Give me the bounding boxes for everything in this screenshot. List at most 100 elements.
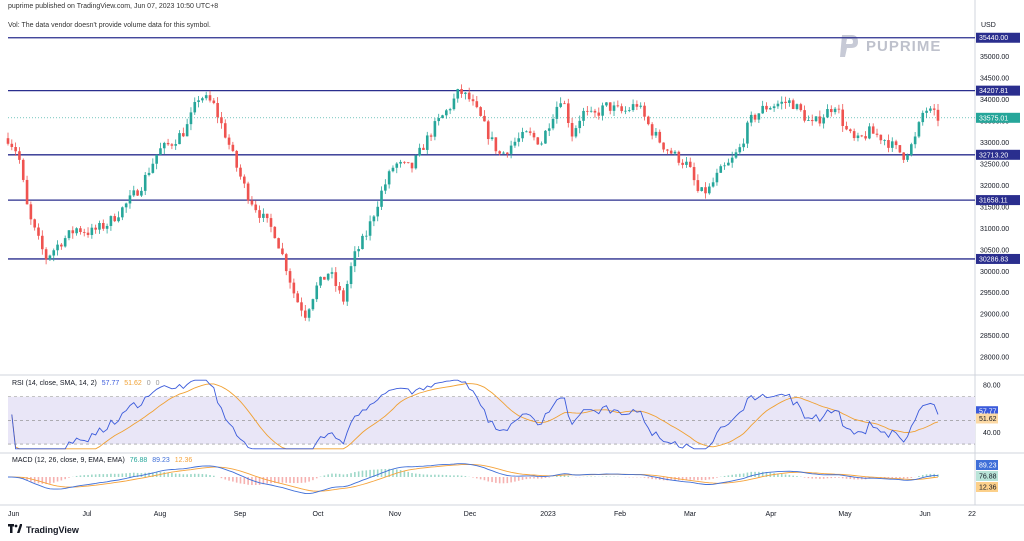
macd-value-tag (976, 460, 998, 470)
tradingview-footer[interactable]: TradingView (8, 524, 79, 535)
candle-body (124, 203, 128, 208)
candle-body (669, 150, 673, 154)
candle-body (791, 100, 795, 109)
candle-body (612, 105, 616, 111)
candle-body (910, 144, 913, 155)
candle-body (433, 121, 437, 137)
candle-body (929, 108, 932, 111)
candle-body (883, 140, 886, 141)
rsi-value-tag-label: 57.77 (979, 409, 997, 416)
candle-body (338, 286, 341, 291)
candle-body (738, 147, 742, 153)
candle-body (21, 159, 25, 180)
candle-body (395, 163, 399, 168)
candle-body (121, 207, 124, 218)
candle-body (467, 92, 471, 100)
level-tag-label: 35440.00 (979, 35, 1008, 42)
candle-body (486, 121, 490, 140)
candle-body (330, 272, 334, 274)
candle-body (284, 254, 288, 272)
candle-body (898, 145, 902, 153)
candle-body (871, 126, 875, 134)
candle-body (223, 123, 227, 138)
x-tick-label: 22 (968, 511, 976, 518)
candle-body (414, 155, 418, 169)
candle-body (48, 255, 52, 260)
candle-body (79, 228, 82, 233)
candle-body (208, 95, 212, 101)
candle-body (780, 101, 784, 104)
candle-body (788, 100, 791, 103)
candle-body (170, 144, 174, 146)
candle-body (250, 200, 254, 205)
candle-body (570, 122, 574, 137)
tradingview-logo-icon (8, 524, 23, 535)
macd-legend[interactable]: MACD (12, 26, close, 9, EMA, EMA) 76.88 … (12, 457, 195, 464)
candle-body (860, 135, 864, 137)
candle-body (719, 166, 723, 173)
candle-body (757, 113, 761, 120)
candle-body (620, 106, 623, 112)
candle-body (925, 110, 928, 113)
candle-body (353, 251, 357, 267)
publisher-header: puprime published on TradingView.com, Ju… (8, 3, 219, 10)
candle-body (917, 122, 921, 137)
candle-body (547, 128, 551, 131)
candle-body (41, 235, 44, 250)
candle-body (464, 92, 467, 94)
candle-body (887, 140, 890, 148)
candle-body (445, 110, 448, 116)
level-tag-label: 30286.83 (979, 256, 1008, 263)
candle-body (879, 134, 883, 141)
candle-body (303, 310, 307, 318)
candle-body (639, 105, 643, 107)
rsi-hidden-1: 0 (146, 380, 151, 387)
candle-body (113, 216, 117, 222)
rsi-value: 57.77 (101, 380, 120, 387)
candle-body (921, 112, 925, 123)
macd-value-tag-label: 89.23 (979, 463, 997, 470)
level-tag (976, 195, 1020, 206)
macd-value-tag (976, 482, 998, 492)
candle-body (90, 227, 94, 235)
candle-body (807, 120, 810, 121)
candle-body (589, 110, 593, 112)
candle-body (391, 167, 395, 172)
candle-body (315, 285, 319, 300)
candle-body (399, 161, 402, 164)
rsi-legend[interactable]: RSI (14, close, SMA, 14, 2) 57.77 51.62 … (12, 380, 163, 387)
candle-body (822, 117, 825, 124)
candle-body (509, 145, 513, 154)
candle-body (368, 221, 372, 236)
rsi-value-tag (976, 413, 998, 424)
candle-body (182, 133, 185, 137)
candle-body (67, 230, 71, 239)
macd-line-value: 89.23 (152, 457, 170, 464)
candle-body (448, 109, 452, 111)
candle-body (216, 103, 219, 118)
candle-body (376, 206, 380, 217)
candle-body (559, 103, 562, 107)
candle-body (277, 238, 280, 249)
y-tick-label: 34000.00 (980, 97, 1009, 104)
candle-body (566, 103, 570, 123)
candle-body (528, 131, 532, 133)
candle-body (544, 130, 547, 144)
y-tick-label: 29000.00 (980, 312, 1009, 319)
candle-body (178, 133, 181, 145)
candle-body (555, 106, 559, 119)
candle-body (685, 161, 688, 165)
candle-body (71, 230, 75, 234)
macd-signal-line (8, 463, 939, 492)
y-tick-label: 29500.00 (980, 290, 1009, 297)
candle-body (460, 89, 463, 94)
macd-value-tag-label: 12.36 (979, 485, 997, 492)
candle-body (37, 227, 40, 236)
candle-body (174, 144, 178, 146)
y-tick-label: 32500.00 (980, 161, 1009, 168)
volume-note: Vol: The data vendor doesn't provide vol… (8, 22, 211, 29)
candle-body (597, 112, 601, 116)
candle-body (932, 108, 936, 110)
candle-body (605, 102, 608, 106)
